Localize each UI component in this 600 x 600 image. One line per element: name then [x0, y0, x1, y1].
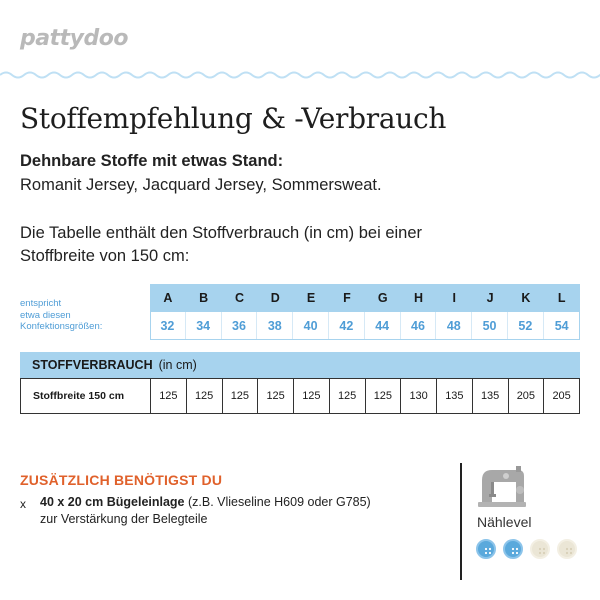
size-letter-cell: I [436, 284, 473, 312]
size-letter-cell: H [400, 284, 437, 312]
size-letter-cell: G [364, 284, 401, 312]
size-number-cell: 38 [257, 312, 294, 340]
usage-value-cell: 135 [437, 379, 473, 413]
level-button-icon-inactive [530, 539, 550, 559]
wave-divider [0, 71, 600, 79]
size-letter-cell: A [150, 284, 186, 312]
usage-value-cell: 205 [552, 390, 571, 402]
fabric-list: Romanit Jersey, Jacquard Jersey, Sommers… [20, 176, 382, 194]
extra-item-bold: 40 x 20 cm Bügeleinlage [40, 495, 185, 509]
size-letter-cell: K [507, 284, 544, 312]
usage-value-cell: 125 [330, 379, 366, 413]
extra-title: ZUSÄTZLICH BENÖTIGST DU [20, 472, 223, 488]
level-button-icon-active [503, 539, 523, 559]
size-caption-line: Konfektionsgrößen: [20, 321, 103, 332]
extra-item-line-2: zur Verstärkung der Belegteile [40, 512, 208, 526]
size-letter-cell: E [293, 284, 329, 312]
size-caption-line: entspricht [20, 298, 62, 309]
size-number-cell: 32 [150, 312, 186, 340]
size-number-cell: 42 [328, 312, 365, 340]
usage-value-cell: 125 [366, 379, 402, 413]
sewing-machine-icon [478, 466, 526, 507]
size-number-cell: 34 [185, 312, 222, 340]
size-caption: entspricht etwa diesen Konfektionsgrößen… [20, 298, 150, 333]
usage-value-cell: 125 [151, 379, 187, 413]
size-number-cell: 44 [364, 312, 401, 340]
fabric-heading: Dehnbare Stoffe mit etwas Stand: [20, 152, 284, 170]
extra-item: 40 x 20 cm Bügeleinlage (z.B. Vlieseline… [40, 495, 371, 509]
usage-value-cell: 130 [401, 379, 437, 413]
size-caption-line: etwa diesen [20, 309, 71, 321]
size-number-cell: 36 [221, 312, 258, 340]
usage-table-header: STOFFVERBRAUCH (in cm) [20, 352, 580, 378]
size-letter-cell: D [257, 284, 294, 312]
page-title: Stoffempfehlung & -Verbrauch [20, 102, 447, 135]
usage-value-cell: 125 [187, 379, 223, 413]
level-indicator [476, 539, 577, 559]
usage-row-label: Stoffbreite 150 cm [21, 379, 151, 413]
size-number-cell: 52 [507, 312, 544, 340]
size-number-cell: 50 [472, 312, 508, 340]
extra-item-rest: (z.B. Vlieseline H609 oder G785) [184, 495, 371, 509]
pattydoo-logo: pattydoo [20, 26, 128, 51]
usage-value-cell: 135 [473, 379, 509, 413]
level-button-icon-active [476, 539, 496, 559]
size-letter-cell: J [472, 284, 508, 312]
size-letter-cell: C [221, 284, 258, 312]
size-number-cell: 48 [436, 312, 473, 340]
level-label: Nählevel [477, 514, 532, 530]
usage-unit: (in cm) [158, 358, 197, 372]
usage-table-row: Stoffbreite 150 cm 125 125 125 125 125 125 125… [20, 378, 580, 414]
usage-value-cell: 125 [258, 379, 294, 413]
intro-line-2: Stoffbreite von 150 cm: [20, 247, 190, 265]
usage-heading: STOFFVERBRAUCH [32, 358, 153, 372]
intro-line-1: Die Tabelle enthält den Stoffverbrauch (… [20, 224, 423, 242]
usage-value-cell: 125 [294, 379, 330, 413]
usage-value-cell: 205 [509, 379, 545, 413]
size-number-row: 32 34 36 38 40 42 44 46 48 50 52 54 [150, 312, 580, 340]
size-letter-cell: B [185, 284, 222, 312]
size-number-cell: 54 [543, 312, 580, 340]
size-letter-cell: F [328, 284, 365, 312]
usage-value-cell: 125 [223, 379, 259, 413]
vertical-divider [460, 463, 462, 580]
bullet-x: x [20, 497, 26, 511]
size-number-cell: 46 [400, 312, 437, 340]
size-letter-cell: L [543, 284, 580, 312]
size-number-cell: 40 [293, 312, 329, 340]
level-button-icon-inactive [557, 539, 577, 559]
